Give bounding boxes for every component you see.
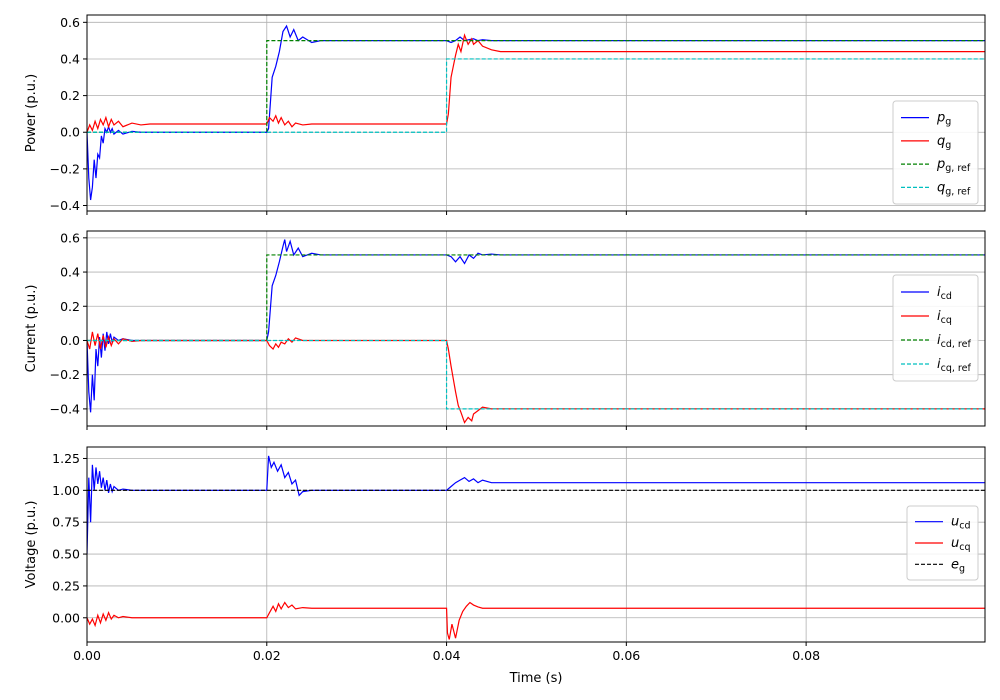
series-line-ucd [87,455,985,555]
series-line-icdref [87,254,985,342]
x-tick-label: 0.04 [433,648,461,663]
legend-label-icdref: icd, ref [937,333,971,350]
legend-box [892,100,979,205]
legend-label-pgref: pg, ref [936,157,971,174]
y-tick-label: 0.4 [60,265,80,280]
panel-2: −0.4 −0.2 0.0 0.2 0.4 0.6 Current (p.u.) icd icq… [24,230,986,430]
y-axis-label: Power (p.u.) [24,74,39,152]
y-tick-label: 0.0 [60,333,80,348]
legend-label-icq: icq [937,309,952,326]
legend-label-qgref: qg, ref [937,180,971,197]
legend: pg qg pg, ref qg, ref [892,100,979,205]
y-tick-label: −0.2 [50,367,80,382]
legend-label-icd: icd [937,285,952,302]
legend-label-icqref: icq, ref [937,357,971,374]
panels: −0.4 −0.2 0.0 0.2 0.4 0.6 Power (p.u.) pg qg pg, … [24,14,986,663]
series-line-ucq [87,601,985,640]
axes-frame [86,446,986,643]
x-tick-label: 0.02 [253,648,281,663]
x-tick-label: 0.06 [612,648,640,663]
legend: icd icq icd, ref icq, ref [892,274,979,382]
legend-label-qg: qg [937,134,951,151]
series-line-pg [87,24,985,201]
y-tick-label: 0.50 [52,547,80,562]
series-line-qgref [87,58,985,133]
y-tick-label: 0.25 [52,578,80,593]
y-tick-label: 0.2 [60,299,80,314]
y-tick-label: 0.75 [52,515,80,530]
y-tick-label: 0.4 [60,51,80,66]
panel-1: −0.4 −0.2 0.0 0.2 0.4 0.6 Power (p.u.) pg qg pg, … [24,14,986,215]
y-tick-label: 0.0 [60,125,80,140]
y-axis-label: Current (p.u.) [24,285,39,373]
x-tick-label: 0.08 [792,648,820,663]
legend-box [892,274,979,382]
axes-frame [86,14,986,212]
axes-frame [86,230,986,427]
panel-3: 0.00 0.25 0.50 0.75 1.00 1.25 0.00 0.02 0.04 0.06… [24,446,986,663]
y-tick-label: −0.2 [50,161,80,176]
series-line-pgref [87,40,985,133]
y-axis-label: Voltage (p.u.) [24,501,39,589]
x-tick-label: 0.00 [73,648,101,663]
legend-label-ucq: ucq [951,536,971,553]
y-tick-label: 0.2 [60,88,80,103]
series-line-icq [87,331,985,424]
y-tick-label: 0.00 [52,610,80,625]
legend: ucd ucq eg [906,505,979,581]
series-line-icqref [87,339,985,410]
x-axis-label: Time (s) [509,671,563,686]
y-tick-label: 0.6 [60,230,80,245]
y-tick-label: 1.25 [52,451,80,466]
legend-label-eg: eg [951,557,965,574]
y-tick-label: −0.4 [50,401,80,416]
legend-label-pg: pg [936,111,951,128]
y-tick-label: 0.6 [60,15,80,30]
y-tick-label: −0.4 [50,198,80,213]
series-line-icd [87,239,985,413]
y-tick-label: 1.00 [52,483,80,498]
legend-label-ucd: ucd [951,515,971,532]
